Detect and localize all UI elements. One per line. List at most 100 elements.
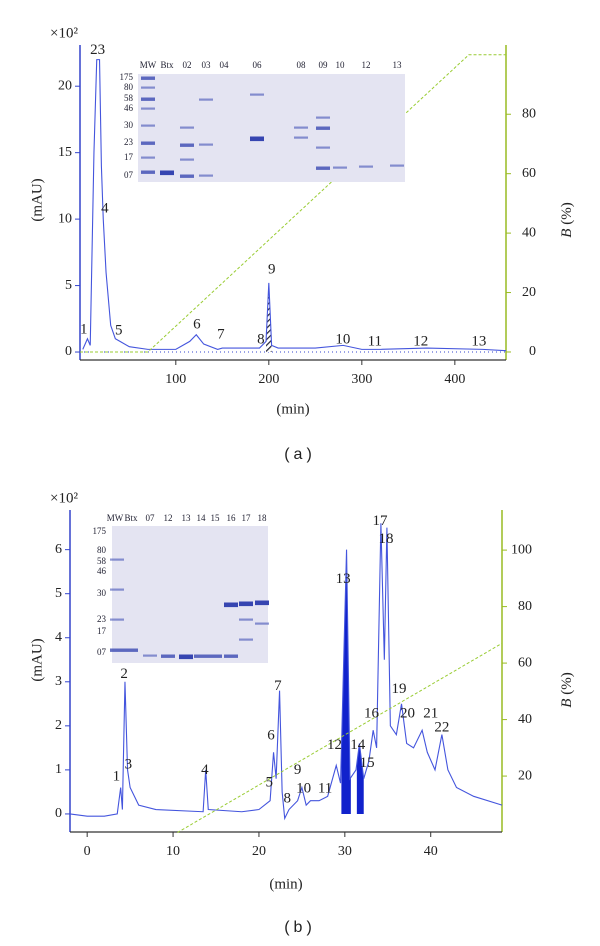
- peak-label: 5: [266, 775, 274, 791]
- y2-tick-label: 0: [529, 344, 536, 359]
- x-tick-label: 10: [166, 844, 180, 859]
- x-axis-label: (min): [276, 401, 309, 417]
- gel-band: [110, 588, 124, 591]
- gel-band: [294, 136, 308, 139]
- gel-band: [141, 124, 155, 127]
- y-tick-label: 10: [58, 211, 72, 226]
- gel-lane-label: 10: [336, 60, 346, 70]
- trace-line: [69, 523, 503, 821]
- gel-mw-label: 17: [97, 626, 107, 636]
- gel-mw-label: 58: [97, 556, 107, 566]
- peak-label: 6: [267, 727, 275, 743]
- y-tick-label: 5: [55, 586, 62, 601]
- y-axis-label: (mAU): [29, 178, 45, 221]
- y-tick-label: 3: [55, 674, 62, 689]
- peak-label: 1: [113, 768, 121, 784]
- gel-band: [160, 170, 174, 176]
- gel-band: [316, 166, 330, 170]
- peak-label: 4: [201, 762, 209, 778]
- gel-band: [239, 638, 253, 641]
- y2-axis-label: B (%): [559, 672, 575, 707]
- y-multiplier: ×10²: [50, 490, 78, 506]
- x-tick-label: 20: [252, 844, 266, 859]
- gel-lane-label: 04: [220, 60, 230, 70]
- gel-mw-label: 23: [124, 137, 134, 147]
- gel-band: [333, 166, 347, 169]
- y-tick-label: 0: [65, 344, 72, 359]
- gel-lane-label: 06: [253, 60, 263, 70]
- x-tick-label: 30: [338, 844, 352, 859]
- gel-band: [250, 136, 264, 142]
- gel-mw-label: 80: [97, 545, 107, 555]
- y-tick-label: 20: [58, 78, 72, 93]
- gel-band: [255, 622, 269, 625]
- panel-label: (b): [284, 919, 316, 936]
- x-tick-label: 200: [258, 372, 279, 387]
- y-tick-label: 6: [55, 542, 62, 557]
- peak-label: 20: [400, 705, 415, 721]
- peak-label: 10: [335, 332, 350, 348]
- gel-band: [180, 126, 194, 129]
- gel-mw-label: 23: [97, 614, 107, 624]
- gel-band: [180, 158, 194, 161]
- gel-mw-label: 30: [97, 588, 107, 598]
- y2-label-unit: (%): [559, 672, 575, 695]
- gel-lane-label: 16: [227, 513, 237, 523]
- peak-label: 1: [80, 322, 88, 338]
- y2-tick-label: 20: [522, 285, 536, 300]
- gel-band: [194, 654, 208, 658]
- y-axis-label: (mAU): [29, 638, 45, 681]
- gel-lane-label: 17: [242, 513, 252, 523]
- gel-band: [180, 143, 194, 147]
- gel-band: [141, 107, 155, 110]
- gel-band: [141, 76, 155, 80]
- gel-band: [390, 164, 404, 167]
- peak-label: 17: [373, 513, 389, 529]
- peak-label: 19: [391, 681, 406, 697]
- y-tick-label: 4: [55, 630, 62, 645]
- gel-band: [141, 170, 155, 174]
- gel-mw-label: 58: [124, 93, 134, 103]
- y2-label-var: B: [559, 229, 575, 238]
- y-tick-label: 1: [55, 762, 62, 777]
- gel-band: [239, 618, 253, 621]
- peak-label: 13: [471, 333, 486, 349]
- peak-label: 3: [125, 756, 133, 772]
- gel-band: [255, 600, 269, 606]
- gel-mw-label: 07: [97, 647, 107, 657]
- y2-tick-label: 40: [522, 225, 536, 240]
- peak-label: 8: [284, 790, 292, 806]
- gel-band: [179, 654, 193, 660]
- gel-band: [110, 558, 124, 561]
- gel-band: [316, 116, 330, 119]
- y2-tick-label: 80: [522, 106, 536, 121]
- gel-band: [199, 143, 213, 146]
- gel-band: [208, 654, 222, 658]
- gradient-line: [177, 642, 503, 833]
- y2-tick-label: 100: [511, 542, 532, 557]
- gel-band: [359, 165, 373, 168]
- gel-band: [141, 97, 155, 101]
- gel-lane-label: 07: [146, 513, 156, 523]
- gel-band: [143, 654, 157, 657]
- y-tick-label: 5: [65, 278, 72, 293]
- gel-lane-label: MW: [140, 60, 157, 70]
- gel-lane-label: 12: [362, 60, 371, 70]
- gel-band: [239, 601, 253, 607]
- gel-lane-label: 13: [393, 60, 403, 70]
- gel-band: [250, 93, 264, 96]
- trace-line: [82, 59, 507, 352]
- y2-label-var: B: [559, 699, 575, 708]
- y2-tick-label: 20: [518, 768, 532, 783]
- y-tick-label: 0: [55, 806, 62, 821]
- peak-label: 14: [350, 737, 366, 753]
- peak-label: 16: [364, 705, 380, 721]
- gel-mw-label: 17: [124, 152, 134, 162]
- peak-label: 9: [268, 261, 276, 277]
- x-tick-label: 100: [165, 372, 186, 387]
- x-axis-label: (min): [269, 876, 302, 892]
- y2-tick-label: 40: [518, 712, 532, 727]
- peak-label: 13: [336, 571, 351, 587]
